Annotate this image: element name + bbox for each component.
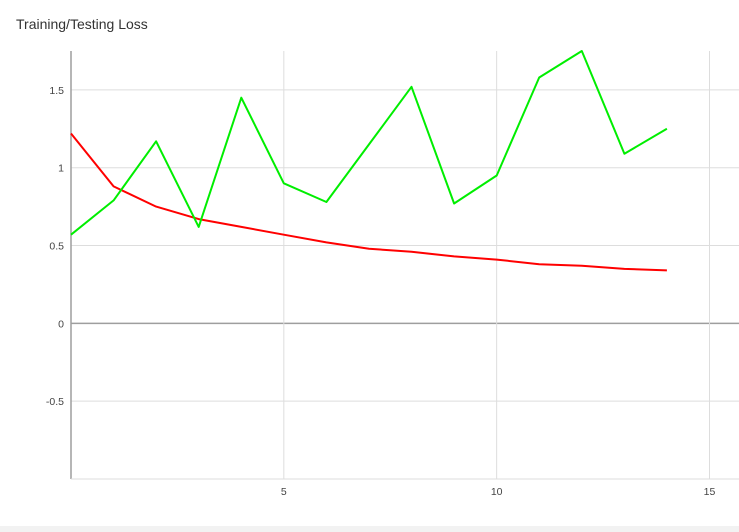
- axes: [70, 51, 739, 480]
- grid-lines: [71, 51, 739, 479]
- tick-labels: -0.5 0 0.5 1 1.5 5 10 15: [46, 85, 716, 498]
- y-tick-label: 0.5: [49, 241, 64, 253]
- series-lines: [70, 50, 668, 272]
- series-line-2: [70, 50, 668, 236]
- y-tick-label: 0: [58, 318, 64, 330]
- series-line-1: [70, 132, 667, 272]
- x-tick-label: 5: [281, 486, 287, 498]
- y-tick-label: 1: [58, 163, 64, 175]
- x-tick-label: 15: [704, 486, 716, 498]
- y-tick-label: 1.5: [49, 85, 64, 97]
- x-tick-label: 10: [491, 486, 503, 498]
- footer-bar: [0, 526, 739, 532]
- chart-title: Training/Testing Loss: [16, 16, 148, 32]
- y-tick-label: -0.5: [46, 396, 64, 408]
